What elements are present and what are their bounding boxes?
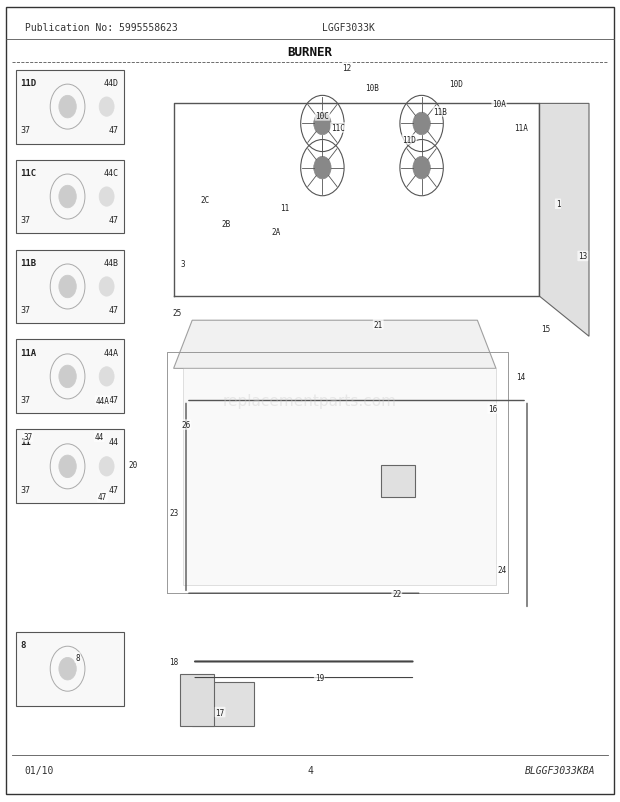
Circle shape bbox=[59, 276, 76, 298]
Bar bbox=[381, 465, 415, 497]
Circle shape bbox=[99, 98, 114, 117]
Text: 26: 26 bbox=[182, 420, 190, 430]
Text: replacementparts.com: replacementparts.com bbox=[223, 394, 397, 408]
Text: 14: 14 bbox=[516, 372, 525, 382]
Text: 44: 44 bbox=[109, 438, 119, 447]
Text: 25: 25 bbox=[172, 308, 181, 318]
Text: BLGGF3033KBA: BLGGF3033KBA bbox=[525, 765, 595, 775]
Text: 10D: 10D bbox=[449, 79, 463, 89]
Text: 18: 18 bbox=[169, 657, 178, 666]
Circle shape bbox=[59, 456, 76, 478]
Text: 10B: 10B bbox=[365, 83, 379, 93]
Text: 10A: 10A bbox=[492, 99, 506, 109]
Text: 8: 8 bbox=[75, 653, 80, 662]
Text: 47: 47 bbox=[98, 492, 107, 502]
Text: 47: 47 bbox=[109, 485, 119, 494]
Text: 21: 21 bbox=[374, 320, 383, 330]
Bar bbox=[136, 72, 601, 742]
Text: 01/10: 01/10 bbox=[25, 765, 54, 775]
Text: 12: 12 bbox=[343, 63, 352, 73]
Text: LGGF3033K: LGGF3033K bbox=[322, 23, 375, 33]
Circle shape bbox=[413, 113, 430, 136]
Text: 22: 22 bbox=[392, 589, 401, 598]
Text: 15: 15 bbox=[541, 324, 550, 334]
Circle shape bbox=[99, 457, 114, 476]
Text: 37: 37 bbox=[20, 306, 30, 314]
Bar bbox=[16, 340, 124, 414]
Text: 44C: 44C bbox=[104, 168, 119, 177]
Text: 11: 11 bbox=[20, 438, 31, 447]
Bar bbox=[192, 682, 254, 726]
Text: 47: 47 bbox=[109, 216, 119, 225]
Text: 17: 17 bbox=[216, 707, 224, 717]
Text: 4: 4 bbox=[307, 765, 313, 775]
Text: 1: 1 bbox=[556, 200, 560, 209]
Circle shape bbox=[99, 367, 114, 387]
Text: 11D: 11D bbox=[402, 136, 416, 145]
Polygon shape bbox=[183, 369, 496, 585]
Bar bbox=[16, 71, 124, 144]
Text: 11A: 11A bbox=[20, 348, 37, 357]
Text: Publication No: 5995558623: Publication No: 5995558623 bbox=[25, 23, 177, 33]
Text: 11: 11 bbox=[281, 204, 290, 213]
Text: 47: 47 bbox=[109, 395, 119, 404]
Text: 11B: 11B bbox=[20, 258, 37, 267]
Text: 11B: 11B bbox=[433, 107, 447, 117]
Text: 10C: 10C bbox=[316, 111, 329, 121]
Text: 8: 8 bbox=[20, 640, 26, 649]
Text: 24: 24 bbox=[498, 565, 507, 574]
Text: 11C: 11C bbox=[20, 168, 37, 177]
Circle shape bbox=[99, 277, 114, 297]
Bar bbox=[16, 250, 124, 324]
Text: 2B: 2B bbox=[222, 220, 231, 229]
Text: 37: 37 bbox=[20, 485, 30, 494]
Text: 37: 37 bbox=[20, 395, 30, 404]
Text: 44: 44 bbox=[95, 432, 104, 442]
Text: 2C: 2C bbox=[200, 196, 209, 205]
Text: 19: 19 bbox=[315, 673, 324, 683]
Text: 3: 3 bbox=[180, 260, 185, 269]
Text: 44A: 44A bbox=[95, 396, 109, 406]
Polygon shape bbox=[539, 104, 589, 337]
Text: 2A: 2A bbox=[272, 228, 280, 237]
Circle shape bbox=[413, 157, 430, 180]
Text: 11D: 11D bbox=[20, 79, 37, 87]
Circle shape bbox=[59, 186, 76, 209]
Text: 44D: 44D bbox=[104, 79, 119, 87]
Text: 16: 16 bbox=[489, 404, 497, 414]
Bar bbox=[180, 674, 214, 726]
Text: 37: 37 bbox=[24, 432, 32, 442]
Polygon shape bbox=[174, 321, 496, 369]
Text: 44B: 44B bbox=[104, 258, 119, 267]
Text: 44A: 44A bbox=[104, 348, 119, 357]
Text: 20: 20 bbox=[129, 460, 138, 470]
Text: 13: 13 bbox=[578, 252, 587, 261]
Text: 11C: 11C bbox=[331, 124, 345, 133]
Text: 37: 37 bbox=[20, 126, 30, 135]
Circle shape bbox=[99, 188, 114, 207]
Circle shape bbox=[59, 658, 76, 680]
Text: 47: 47 bbox=[109, 126, 119, 135]
Circle shape bbox=[314, 157, 331, 180]
Bar bbox=[16, 160, 124, 234]
Text: 11A: 11A bbox=[514, 124, 528, 133]
Text: 37: 37 bbox=[20, 216, 30, 225]
Circle shape bbox=[59, 96, 76, 119]
Bar bbox=[16, 430, 124, 504]
Circle shape bbox=[314, 113, 331, 136]
Text: BURNER: BURNER bbox=[288, 46, 332, 59]
Text: 23: 23 bbox=[169, 508, 178, 518]
Text: 47: 47 bbox=[109, 306, 119, 314]
Bar bbox=[16, 632, 124, 706]
Circle shape bbox=[59, 366, 76, 388]
